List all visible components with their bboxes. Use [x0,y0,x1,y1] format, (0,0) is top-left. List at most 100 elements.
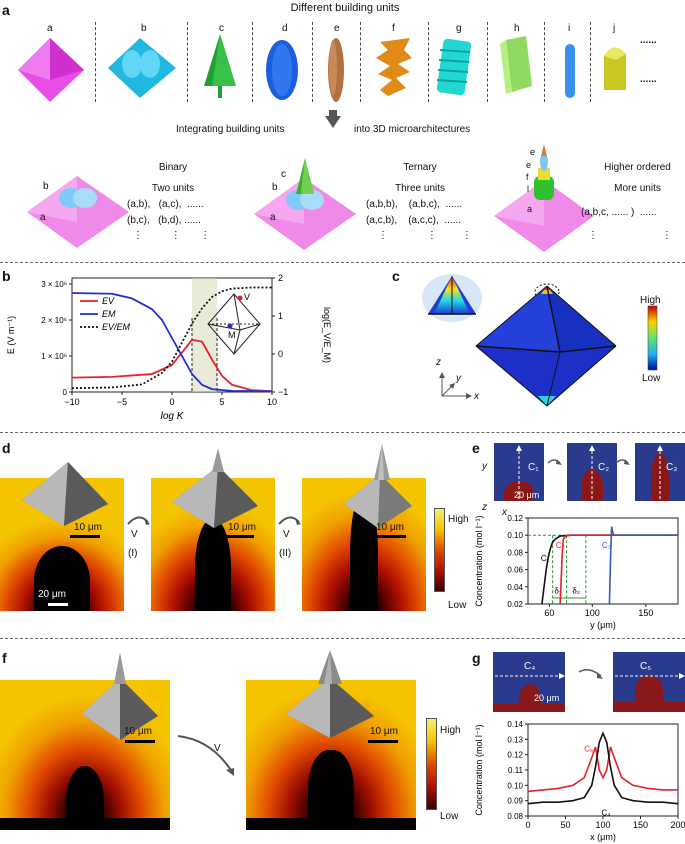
unit-i-rod [565,44,575,98]
legend-label-3: EV/EM [102,322,131,332]
higher-row-1: (a,b,c, ...... ) ...... [581,207,657,218]
panel-e-axis-y: y [482,461,487,472]
x-tick-label: 60 [544,608,554,618]
unit-label-b: b [141,23,147,34]
panel-g-inset-2-label: C₅ [640,661,652,672]
unit-c-tree [204,34,236,98]
panel-c-low-label: Low [642,373,661,384]
panel-a-title: Different building units [290,2,400,14]
panel-g-chart: 0.08 0.09 0.10 0.11 0.12 0.13 0.14 0 50 100 150 200… [474,720,685,842]
ternary-label-b: b [272,182,278,193]
unit-d-leaf [266,40,298,100]
delta-2-label: δ₂ [572,586,580,595]
panel-d-arrow-1-label: V [131,529,138,540]
y-right-tick-label: 0 [278,349,283,359]
panel-e-letter: e [472,440,480,456]
y-tick-label: 0.06 [507,566,523,575]
building-units-illustration [18,34,626,102]
panel-d-arrow-2-label: V [283,529,290,540]
integrate-right-text: into 3D microarchitectures [354,124,471,135]
octahedron-edge [233,293,241,331]
unit-label-e: e [334,23,340,34]
panel-f-letter: f [2,650,7,666]
panel-c-axis-x: x [474,391,479,402]
panel-g-inset-1 [493,652,565,712]
y-left-tick-label: 1 × 10⁶ [41,352,67,361]
panel-d-scalebar-1 [70,535,100,538]
binary-dots: ⋮ ⋮ ⋮ [133,230,211,241]
unit-label-a: a [47,23,53,34]
y-axis-label: Concentration (mol l⁻¹) [474,724,484,815]
unit-b-cap [108,38,176,98]
section-divider [0,262,685,263]
panel-d-letter: d [2,440,11,456]
delta-1-label: δ₁ [554,586,561,595]
panel-d-scalebar-20 [48,603,68,606]
panel-e-axis-x: x [502,507,507,518]
y-tick-label: 0.12 [507,751,523,760]
x-tick-label: 150 [633,820,648,830]
series-label-3: C₃ [602,541,611,550]
higher-stack-label-5: a [527,204,533,214]
higher-stack-label-4: l [527,184,529,194]
panel-c-octahedron [422,274,658,407]
panel-e-chart: δ₁ δ₂ 0.02 0.04 0.06 0.08 0.10 0.12 60 100 150 y (μ… [474,514,679,630]
unit-label-f: f [392,23,395,34]
x-tick-label: 0 [169,397,174,407]
panel-e-inset-arrows [516,445,663,499]
units-ellipsis-bottom: ...... [640,74,657,85]
octahedron-edge [233,329,241,355]
x-tick-label: −5 [117,397,127,407]
x-axis-label: log K [161,411,185,422]
unit-a-pyramid [18,38,84,102]
panel-f-sem-2 [286,650,374,738]
panel-g-scale-label: 20 μm [534,693,560,703]
y-tick-label: 0.10 [507,531,523,540]
panel-f-scale-label-1: 10 μm [124,726,152,737]
y-tick-label: 0.14 [507,720,523,729]
y-right-tick-label: 1 [278,311,283,321]
panel-f-colorbar [426,718,437,810]
x-tick-label: 5 [219,397,224,407]
ternary-label-c: c [281,169,286,180]
panel-d-scale-label-20: 20 μm [38,589,66,600]
y-tick-label: 0.08 [507,548,523,557]
y-right-tick-label: −1 [278,387,288,397]
series-label-1: C₁ [541,554,550,563]
panel-f-arrow-icon [177,735,234,776]
panel-c-letter: c [392,268,400,284]
binary-title: Binary [158,162,188,173]
y-tick-label: 0.10 [507,781,523,790]
panel-d-sem-3 [344,444,412,528]
unit-label-j: j [613,23,616,34]
panel-f-high-label: High [440,725,461,736]
binary-label-a: a [40,212,46,223]
series-label-1: C₅ [584,745,593,754]
unit-divider [312,22,313,102]
panel-d-scale-label-2: 10 μm [228,522,256,533]
legend-label-1: EV [102,296,115,306]
legend-label-2: EM [102,309,116,319]
y-tick-label: 0.12 [507,514,523,523]
binary-label-b: b [43,181,49,192]
series-line-3 [608,526,678,605]
integrate-left-text: Integrating building units [176,124,285,135]
panel-f-scale-label-2: 10 μm [370,726,398,737]
panel-g-inset-arrows [495,669,685,679]
ternary-subtitle: Three units [394,183,446,194]
panel-d-colorbar [434,508,445,592]
panel-f-scalebar-1 [125,740,155,743]
vertex-point [237,295,243,301]
integrate-arrow-shaft [329,110,337,117]
y-tick-label: 0.02 [507,600,523,609]
x-tick-label: 50 [560,820,570,830]
y-tick-label: 0.13 [507,735,523,744]
unit-j-crown [604,47,626,90]
higher-structure-illustration [494,144,594,252]
higher-subtitle: More units [614,183,661,194]
midpoint-label: M [228,330,236,340]
panel-e-inset-3-label: C₃ [666,462,678,473]
series-line-1 [71,338,273,393]
panel-f-scalebar-2 [368,740,398,743]
x-axis-label: y (μm) [590,620,616,630]
